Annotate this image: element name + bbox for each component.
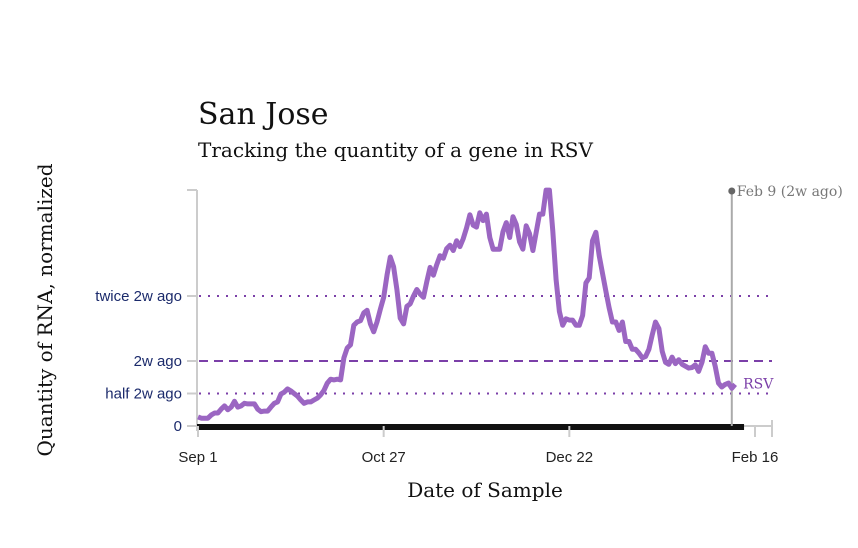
y-tick-label: 2w ago (134, 353, 182, 370)
annotation-label: Feb 9 (2w ago) (737, 184, 843, 200)
x-axis (197, 424, 772, 430)
y-tick-label: 0 (174, 418, 182, 435)
x-axis-label: Date of Sample (407, 478, 563, 502)
y-tick-labels: 0 half 2w ago 2w ago twice 2w ago (95, 288, 182, 435)
x-tick-label: Oct 27 (362, 449, 406, 466)
y-axis-label: Quantity of RNA, normalized (33, 163, 57, 456)
x-tick-label: Dec 22 (546, 449, 594, 466)
chart-subtitle: Tracking the quantity of a gene in RSV (198, 138, 593, 162)
series-label-rsv: RSV (743, 376, 774, 392)
y-tick-label: half 2w ago (105, 386, 182, 403)
chart-title: San Jose (198, 97, 329, 132)
x-tick-label: Sep 1 (178, 449, 217, 466)
x-tick-labels: Sep 1 Oct 27 Dec 22 Feb 16 (178, 420, 778, 466)
sample-dates-strip (197, 424, 745, 430)
y-tick-label: twice 2w ago (95, 288, 182, 305)
annotation-dot (728, 187, 736, 195)
series-line-rsv (197, 187, 738, 421)
reference-lines (187, 295, 772, 427)
x-tick-label: Feb 16 (732, 449, 779, 466)
y-axis (187, 189, 198, 431)
